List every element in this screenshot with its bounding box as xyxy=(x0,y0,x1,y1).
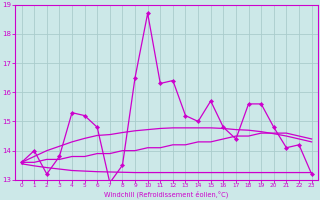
X-axis label: Windchill (Refroidissement éolien,°C): Windchill (Refroidissement éolien,°C) xyxy=(104,190,229,198)
